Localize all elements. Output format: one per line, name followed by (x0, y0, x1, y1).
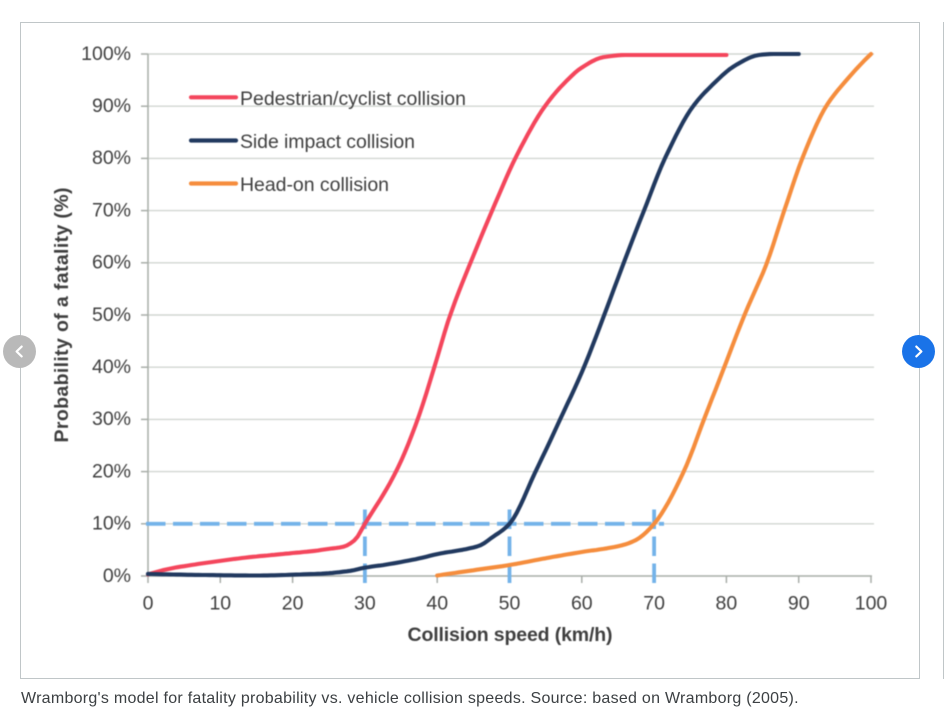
svg-text:90%: 90% (92, 95, 131, 117)
svg-text:100%: 100% (81, 43, 131, 65)
svg-text:60%: 60% (92, 252, 131, 274)
svg-text:20: 20 (282, 593, 304, 615)
svg-text:30%: 30% (92, 408, 131, 430)
svg-text:40: 40 (426, 593, 448, 615)
svg-text:70%: 70% (92, 199, 131, 221)
svg-text:60: 60 (571, 593, 593, 615)
svg-text:10: 10 (209, 593, 231, 615)
svg-text:Side impact collision: Side impact collision (240, 131, 415, 153)
svg-text:0: 0 (143, 593, 154, 615)
svg-text:50: 50 (499, 593, 521, 615)
svg-text:10%: 10% (92, 513, 131, 535)
svg-text:Pedestrian/cyclist collision: Pedestrian/cyclist collision (240, 88, 466, 110)
svg-text:30: 30 (354, 593, 376, 615)
svg-text:50%: 50% (92, 304, 131, 326)
svg-text:0%: 0% (103, 565, 131, 587)
svg-text:70: 70 (643, 593, 665, 615)
svg-text:20%: 20% (92, 460, 131, 482)
svg-text:90: 90 (788, 593, 810, 615)
svg-text:Probability of a fatality (%): Probability of a fatality (%) (51, 188, 73, 443)
svg-text:Collision speed (km/h): Collision speed (km/h) (408, 624, 613, 646)
svg-text:80%: 80% (92, 147, 131, 169)
svg-text:80: 80 (716, 593, 738, 615)
svg-text:40%: 40% (92, 356, 131, 378)
svg-text:100: 100 (855, 593, 888, 615)
svg-text:Head-on collision: Head-on collision (240, 174, 389, 196)
